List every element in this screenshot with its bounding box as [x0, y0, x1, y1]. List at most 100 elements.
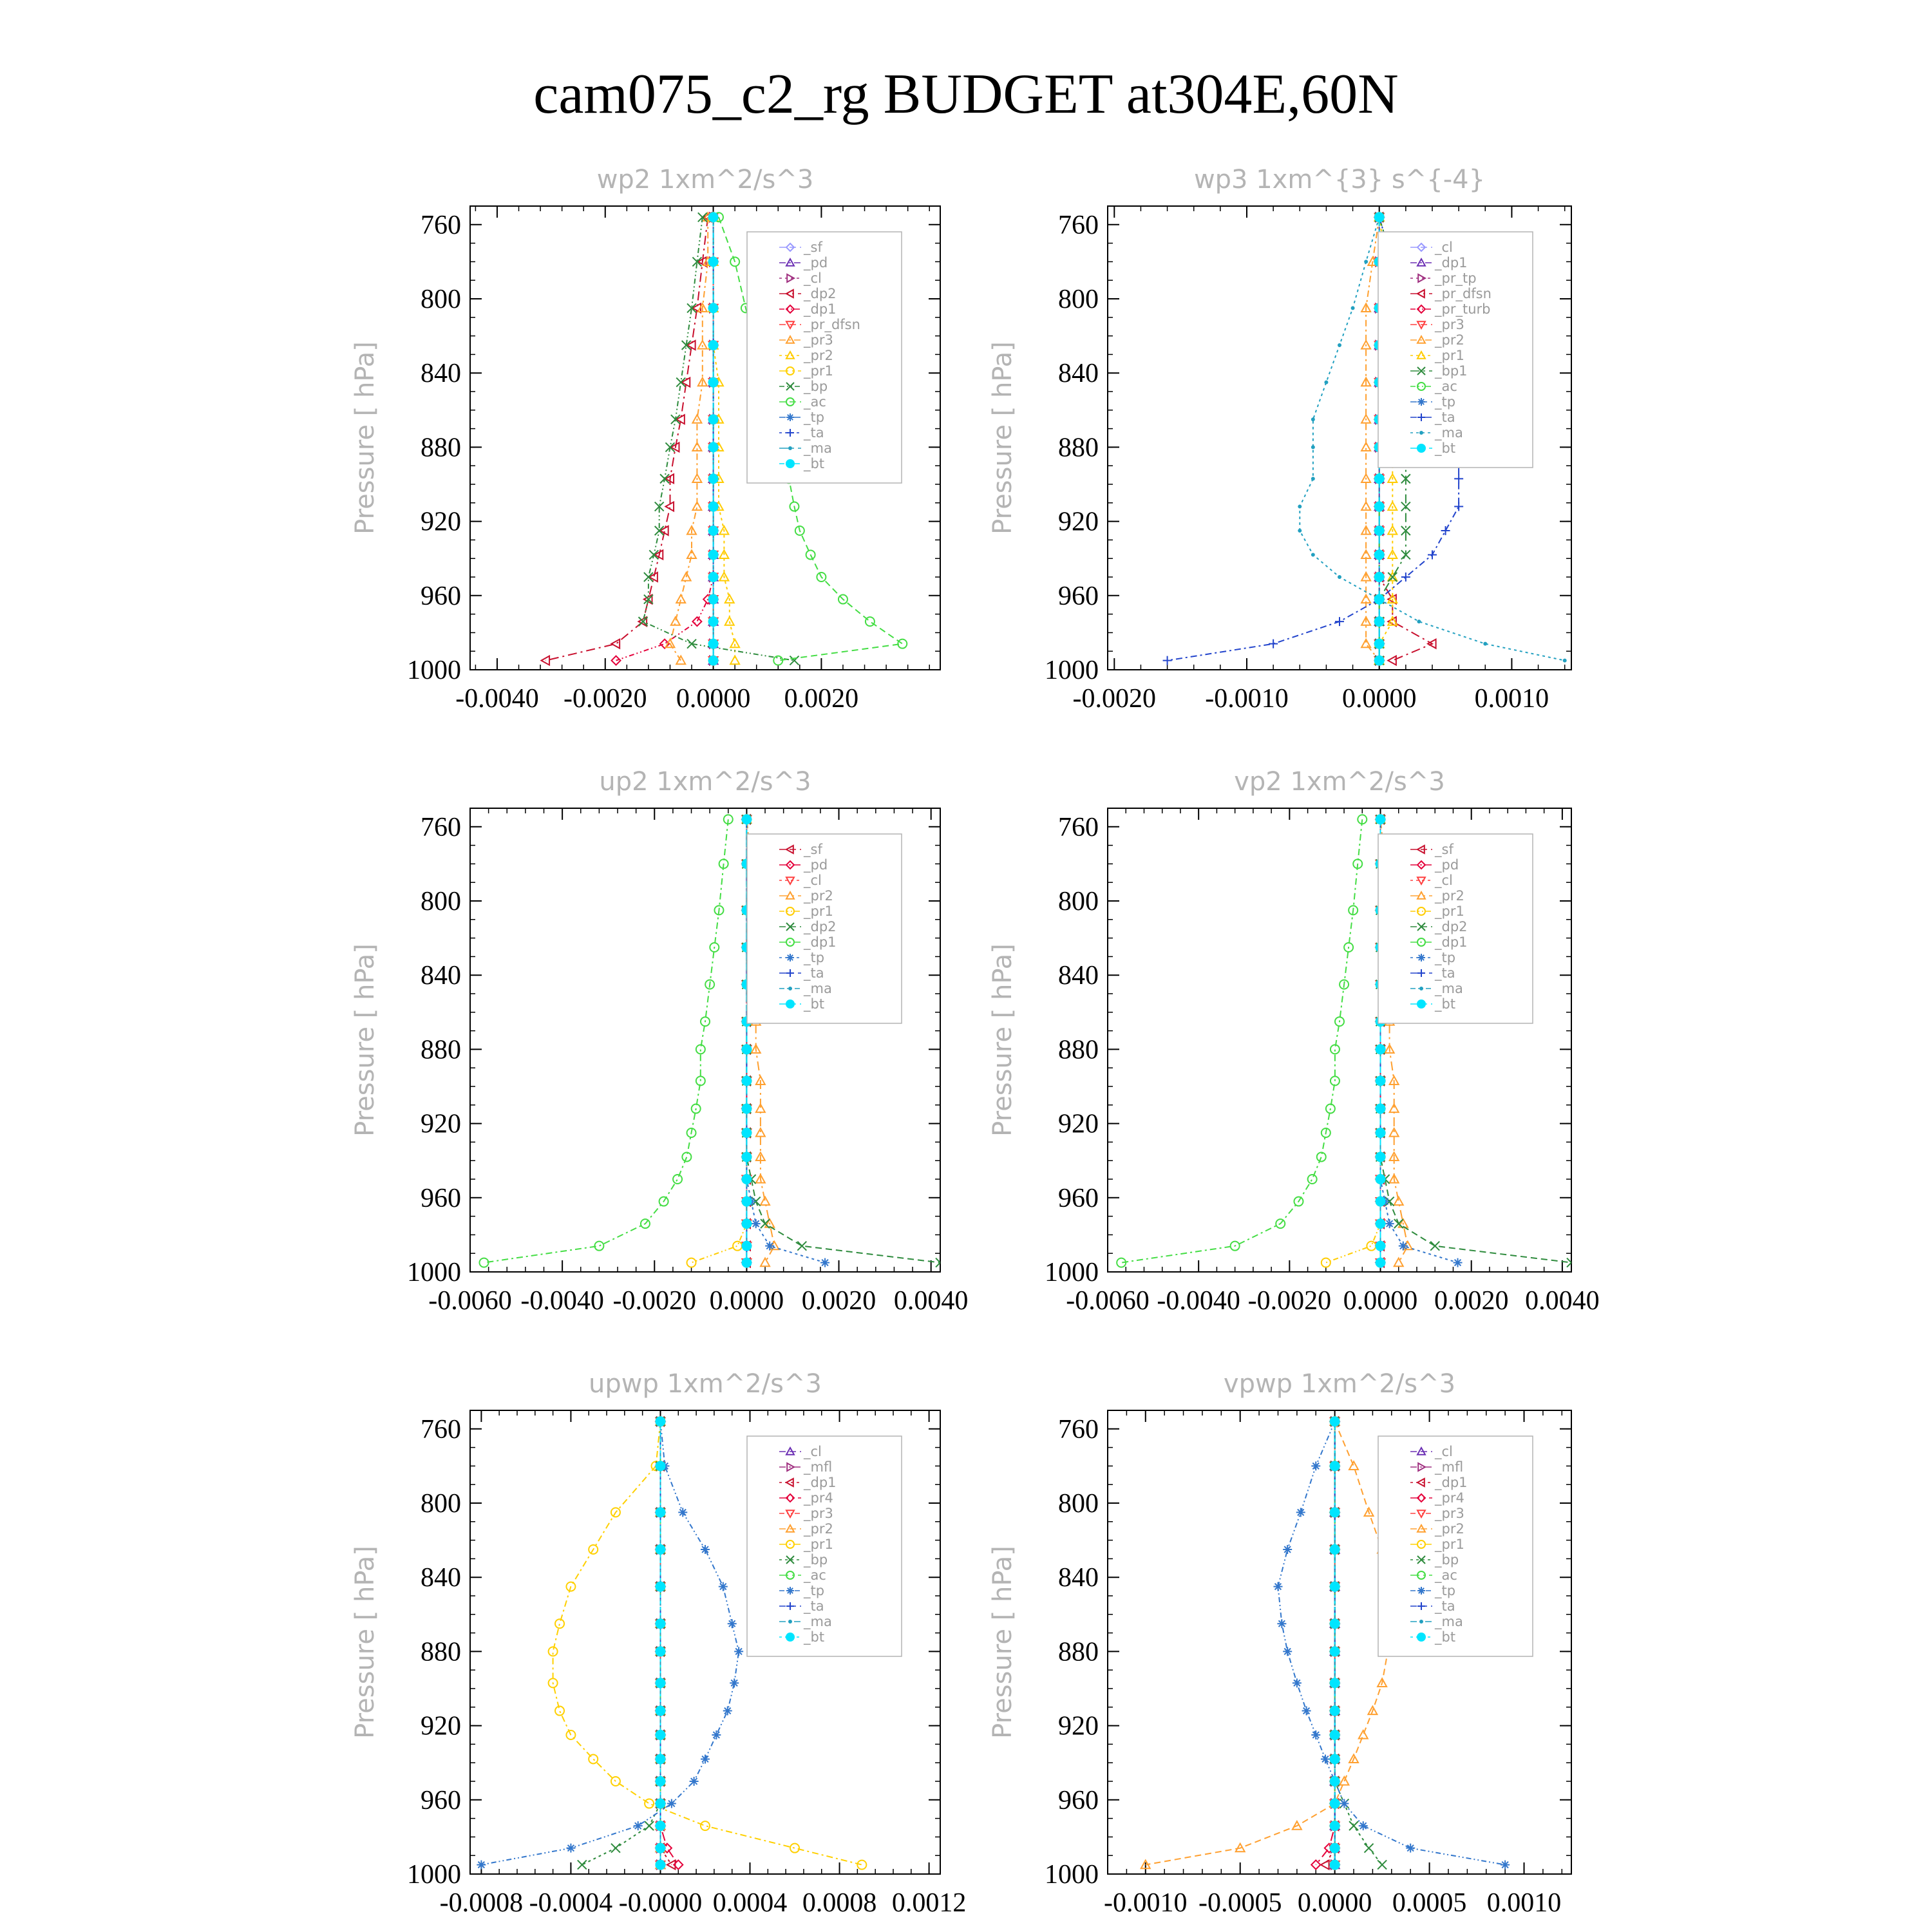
- data-point: [741, 1151, 752, 1162]
- legend-marker: [1417, 954, 1425, 961]
- data-point: [658, 1196, 669, 1207]
- data-point: [1375, 1103, 1386, 1114]
- legend-marker: [785, 242, 795, 252]
- data-point: [1401, 501, 1411, 512]
- data-point: [697, 339, 708, 350]
- legend-label: _bp: [1434, 1552, 1459, 1568]
- series-group: [540, 211, 908, 667]
- data-point: [672, 1859, 684, 1871]
- legend-marker: [1416, 1493, 1426, 1503]
- data-point: [1338, 1775, 1350, 1786]
- data-point: [1311, 445, 1315, 450]
- data-point: [1343, 942, 1354, 952]
- data-point: [655, 1730, 666, 1740]
- data-point: [1367, 1705, 1379, 1716]
- data-point: [659, 525, 669, 536]
- data-point: [1388, 1075, 1400, 1085]
- data-point: [1388, 1126, 1400, 1137]
- legend-marker: [1416, 334, 1426, 344]
- data-point: [1310, 1859, 1321, 1871]
- legend-label: _cl: [1434, 240, 1453, 256]
- legend-marker: [784, 1477, 794, 1488]
- legend-label: _bp: [803, 379, 828, 395]
- legend-marker: [1416, 257, 1426, 267]
- data-point: [718, 524, 730, 535]
- legend-label: _bt: [1434, 440, 1455, 457]
- data-point: [750, 1043, 762, 1054]
- data-point: [1348, 905, 1359, 916]
- legend-marker: [786, 273, 796, 283]
- data-point: [680, 571, 692, 582]
- y-tick-label: 760: [1058, 813, 1099, 842]
- legend-marker: [1417, 1555, 1426, 1564]
- data-point: [1311, 1461, 1321, 1471]
- data-point: [700, 1821, 710, 1832]
- panel-2: wp3 1xm^{3} s^{-4} Pressure [ hPa] -0.0020…: [988, 165, 1572, 714]
- series-line-tp: [1277, 1421, 1506, 1866]
- y-tick-label: 760: [421, 1415, 461, 1444]
- data-point: [708, 377, 719, 388]
- data-point: [708, 303, 719, 314]
- legend-label: _ta: [1434, 410, 1455, 426]
- y-axis-label: Pressure [ hPa]: [350, 943, 380, 1137]
- series-line-tp: [481, 1421, 740, 1866]
- data-point: [577, 1859, 587, 1870]
- legend-label: _bp: [803, 1552, 828, 1568]
- data-point: [659, 473, 670, 484]
- data-point: [1406, 1843, 1416, 1853]
- data-point: [805, 549, 816, 560]
- data-point: [935, 1257, 940, 1268]
- legend-label: _ma: [1434, 1614, 1463, 1630]
- y-tick-label: 760: [1058, 1415, 1099, 1444]
- data-point: [741, 814, 752, 825]
- data-point: [723, 1706, 732, 1716]
- data-point: [1387, 593, 1397, 605]
- data-point: [655, 1754, 666, 1765]
- data-point: [741, 1174, 752, 1184]
- data-point: [727, 1619, 737, 1629]
- y-tick-label: 1000: [407, 1258, 461, 1287]
- legend-label: _pd: [803, 857, 828, 873]
- data-point: [676, 377, 686, 388]
- legend-label: _pr3: [1434, 1506, 1464, 1522]
- data-point: [664, 638, 676, 649]
- data-point: [1329, 1416, 1340, 1427]
- data-point: [1374, 549, 1385, 560]
- series-line-dp1: [1121, 819, 1363, 1264]
- x-tick-label: -0.0005: [1198, 1888, 1282, 1918]
- data-point: [1387, 549, 1398, 560]
- data-point: [648, 571, 658, 583]
- figure-title: cam075_c2_rg BUDGET at304E,60N: [533, 63, 1398, 126]
- data-point: [755, 1075, 766, 1085]
- legend-label: _pr1: [803, 363, 833, 379]
- legend-marker: [785, 876, 795, 886]
- legend-label: _mfl: [803, 1459, 832, 1475]
- data-point: [655, 1678, 666, 1689]
- data-point: [655, 1507, 666, 1518]
- data-point: [730, 1678, 739, 1688]
- panel-3: up2 1xm^2/s^3 Pressure [ hPa] -0.0060 -0.00…: [350, 767, 968, 1316]
- data-point: [649, 549, 659, 560]
- data-point: [1375, 1075, 1386, 1086]
- data-point: [1360, 524, 1372, 535]
- y-tick-label: 880: [421, 433, 461, 462]
- y-tick-label: 920: [1058, 507, 1099, 537]
- data-point: [816, 572, 827, 582]
- plot-frame: [1107, 808, 1572, 1273]
- data-point: [1393, 1256, 1405, 1267]
- data-point: [1162, 656, 1172, 665]
- legend-label: _tp: [1434, 1583, 1455, 1599]
- data-point: [1340, 1799, 1349, 1808]
- legend-marker: [786, 1602, 794, 1610]
- data-point: [755, 1151, 766, 1162]
- data-point: [1388, 1173, 1400, 1184]
- data-point: [1291, 1820, 1303, 1830]
- legend-label: _pr_turb: [1434, 301, 1490, 317]
- data-point: [708, 594, 719, 605]
- data-point: [1349, 1821, 1359, 1831]
- legend-label: _pr2: [803, 888, 833, 904]
- data-point: [665, 1859, 676, 1871]
- data-point: [1387, 616, 1398, 626]
- legend-box: [1378, 231, 1533, 468]
